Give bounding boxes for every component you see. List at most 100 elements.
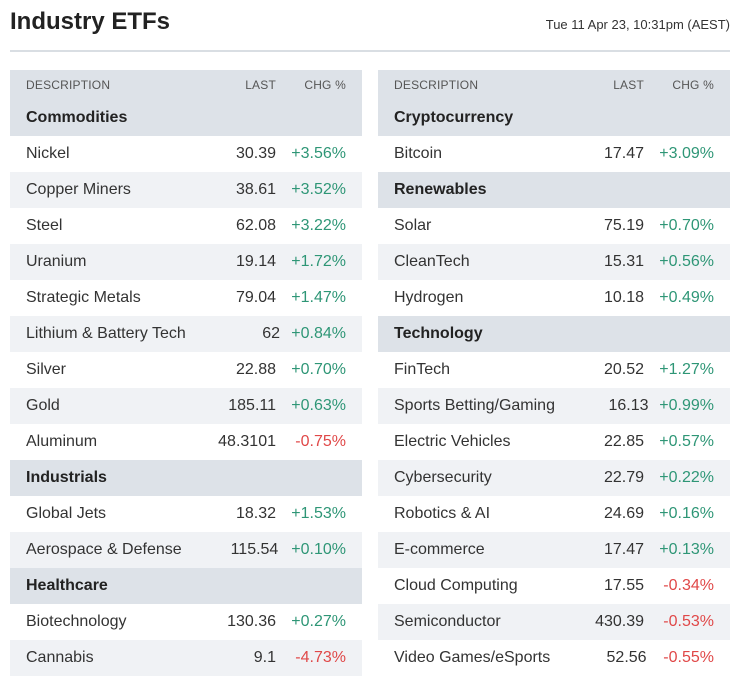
group-header: Industrials [10, 460, 362, 496]
table-row[interactable]: Hydrogen 10.18 +0.49% [378, 280, 730, 316]
etf-last-price: 20.52 [603, 361, 644, 378]
etf-table-left: DESCRIPTION LAST CHG % Commodities Nickel… [10, 70, 362, 676]
etf-last-price: 17.55 [603, 577, 644, 594]
etf-change-percent: -4.73% [295, 649, 346, 666]
etf-last-price: 9.1 [253, 649, 276, 666]
table-header: DESCRIPTION LAST CHG % [10, 70, 362, 100]
etf-description[interactable]: Gold [26, 397, 60, 414]
table-row[interactable]: CleanTech 15.31 +0.56% [378, 244, 730, 280]
etf-description[interactable]: Semiconductor [394, 613, 501, 630]
table-row[interactable]: Cannabis 9.1 -4.73% [10, 640, 362, 676]
etf-last-price: 19.14 [235, 253, 276, 270]
etf-description[interactable]: Silver [26, 361, 67, 378]
etf-description[interactable]: Robotics & AI [394, 505, 491, 522]
table-row[interactable]: Robotics & AI 24.69 +0.16% [378, 496, 730, 532]
etf-description[interactable]: Steel [26, 217, 63, 234]
etf-description[interactable]: Electric Vehicles [394, 433, 511, 450]
etf-description[interactable]: Bitcoin [394, 145, 443, 162]
table-row[interactable]: Lithium & Battery Tech 62 +0.84% [10, 316, 362, 352]
etf-last-price: 52.56 [606, 649, 647, 666]
etf-last-price: 130.36 [227, 613, 276, 630]
etf-change-percent: +0.99% [659, 397, 714, 414]
etf-change-percent: +0.70% [291, 361, 346, 378]
etf-last-price: 16.13 [608, 397, 649, 414]
column-header-description[interactable]: DESCRIPTION [26, 78, 111, 92]
table-row[interactable]: Aluminum 48.3101 -0.75% [10, 424, 362, 460]
etf-description[interactable]: Hydrogen [394, 289, 464, 306]
etf-description[interactable]: Cloud Computing [394, 577, 518, 594]
etf-last-price: 62.08 [235, 217, 276, 234]
etf-change-percent: +0.27% [291, 613, 346, 630]
etf-last-price: 62 [262, 325, 281, 342]
etf-description[interactable]: Strategic Metals [26, 289, 141, 306]
column-header-last[interactable]: LAST [245, 78, 276, 92]
column-header-last[interactable]: LAST [613, 78, 644, 92]
etf-description[interactable]: E-commerce [394, 541, 485, 558]
table-row[interactable]: Uranium 19.14 +1.72% [10, 244, 362, 280]
table-row[interactable]: Bitcoin 17.47 +3.09% [378, 136, 730, 172]
etf-change-percent: +0.63% [291, 397, 346, 414]
etf-description[interactable]: Solar [394, 217, 432, 234]
column-header-chg[interactable]: CHG % [304, 78, 346, 92]
etf-last-price: 18.32 [235, 505, 276, 522]
group-header: Commodities [10, 100, 362, 136]
etf-change-percent: +1.27% [659, 361, 714, 378]
etf-description[interactable]: Nickel [26, 145, 70, 162]
etf-last-price: 17.47 [603, 145, 644, 162]
table-row[interactable]: E-commerce 17.47 +0.13% [378, 532, 730, 568]
etf-description[interactable]: FinTech [394, 361, 451, 378]
table-row[interactable]: Nickel 30.39 +3.56% [10, 136, 362, 172]
etf-change-percent: +0.16% [659, 505, 714, 522]
etf-change-percent: -0.34% [663, 577, 714, 594]
etf-last-price: 10.18 [603, 289, 644, 306]
table-row[interactable]: Sports Betting/Gaming 16.13 +0.99% [378, 388, 730, 424]
page-header: Industry ETFs Tue 11 Apr 23, 10:31pm (AE… [10, 0, 730, 52]
table-row[interactable]: Steel 62.08 +3.22% [10, 208, 362, 244]
etf-change-percent: +0.22% [659, 469, 714, 486]
etf-description[interactable]: Cybersecurity [394, 469, 492, 486]
etf-change-percent: +0.49% [659, 289, 714, 306]
table-row[interactable]: Electric Vehicles 22.85 +0.57% [378, 424, 730, 460]
etf-last-price: 22.85 [603, 433, 644, 450]
etf-last-price: 24.69 [603, 505, 644, 522]
etf-description[interactable]: Copper Miners [26, 181, 131, 198]
table-row[interactable]: Video Games/eSports 52.56 -0.55% [378, 640, 730, 676]
table-row[interactable]: Gold 185.11 +0.63% [10, 388, 362, 424]
group-header: Technology [378, 316, 730, 352]
etf-description[interactable]: Sports Betting/Gaming [394, 397, 555, 414]
etf-description[interactable]: Biotechnology [26, 613, 127, 630]
table-row[interactable]: Cybersecurity 22.79 +0.22% [378, 460, 730, 496]
etf-description[interactable]: Cannabis [26, 649, 94, 666]
etf-change-percent: +0.56% [659, 253, 714, 270]
etf-change-percent: +0.10% [291, 541, 346, 558]
etf-change-percent: +0.84% [291, 325, 346, 342]
group-header: Healthcare [10, 568, 362, 604]
etf-description[interactable]: Global Jets [26, 505, 107, 522]
table-row[interactable]: Copper Miners 38.61 +3.52% [10, 172, 362, 208]
table-row[interactable]: Strategic Metals 79.04 +1.47% [10, 280, 362, 316]
etf-description[interactable]: Aerospace & Defense [26, 541, 182, 558]
table-row[interactable]: Cloud Computing 17.55 -0.34% [378, 568, 730, 604]
etf-last-price: 30.39 [235, 145, 276, 162]
etf-description[interactable]: Lithium & Battery Tech [26, 325, 186, 342]
table-row[interactable]: Aerospace & Defense 115.54 +0.10% [10, 532, 362, 568]
timestamp: Tue 11 Apr 23, 10:31pm (AEST) [545, 17, 730, 32]
etf-description[interactable]: Uranium [26, 253, 87, 270]
table-row[interactable]: Solar 75.19 +0.70% [378, 208, 730, 244]
etf-change-percent: +3.22% [291, 217, 346, 234]
etf-last-price: 48.3101 [218, 433, 276, 450]
table-row[interactable]: FinTech 20.52 +1.27% [378, 352, 730, 388]
etf-description[interactable]: Aluminum [26, 433, 98, 450]
table-row[interactable]: Biotechnology 130.36 +0.27% [10, 604, 362, 640]
table-row[interactable]: Silver 22.88 +0.70% [10, 352, 362, 388]
etf-last-price: 22.88 [235, 361, 276, 378]
etf-description[interactable]: Video Games/eSports [394, 649, 551, 666]
table-row[interactable]: Semiconductor 430.39 -0.53% [378, 604, 730, 640]
column-header-description[interactable]: DESCRIPTION [394, 78, 479, 92]
etf-last-price: 115.54 [230, 541, 279, 558]
etf-change-percent: +3.52% [291, 181, 346, 198]
column-header-chg[interactable]: CHG % [672, 78, 714, 92]
etf-description[interactable]: CleanTech [394, 253, 470, 270]
etf-last-price: 185.11 [228, 397, 276, 414]
table-row[interactable]: Global Jets 18.32 +1.53% [10, 496, 362, 532]
